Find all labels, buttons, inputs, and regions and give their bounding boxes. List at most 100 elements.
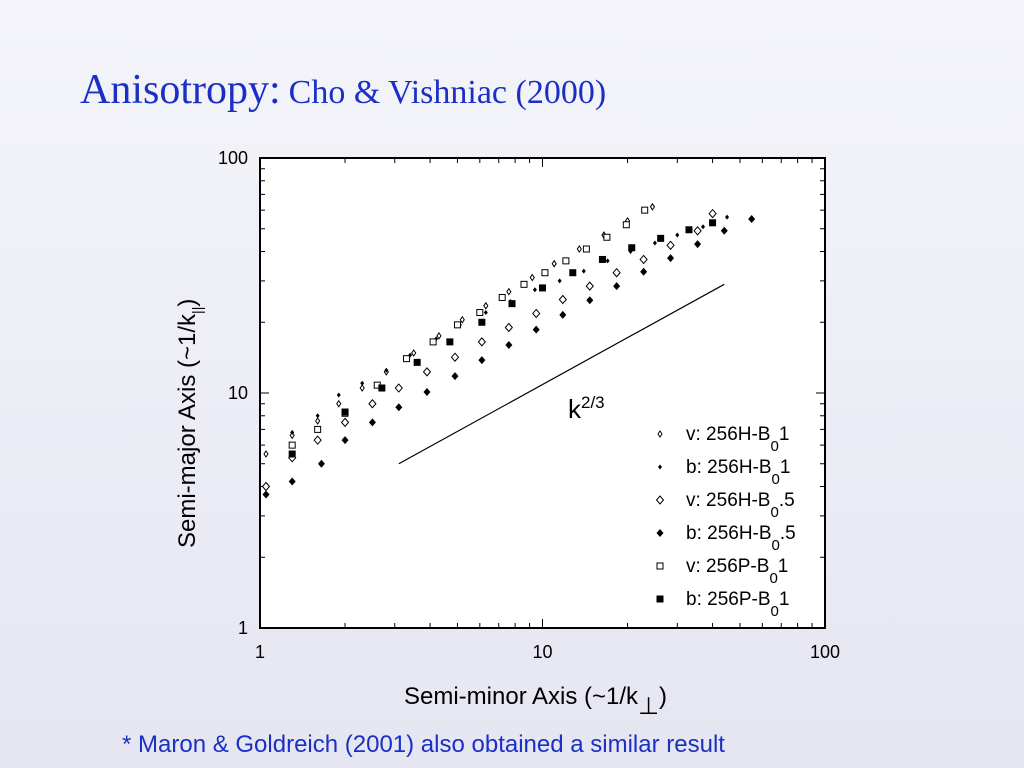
data-point bbox=[725, 214, 730, 220]
y-axis-label-text: Semi-major Axis (~1/k bbox=[174, 313, 201, 548]
legend-label-text: v: 256H-B bbox=[686, 424, 770, 445]
data-point bbox=[359, 384, 365, 392]
x-axis-label: Semi-minor Axis (~1/k⊥) bbox=[404, 683, 667, 720]
data-point bbox=[581, 268, 586, 274]
data-point bbox=[476, 309, 484, 317]
data-point bbox=[652, 240, 657, 246]
data-point bbox=[413, 358, 421, 366]
data-point bbox=[289, 431, 295, 440]
legend-label-text: b: 256H-B bbox=[686, 457, 772, 478]
data-point bbox=[541, 269, 549, 277]
axis-ticks bbox=[259, 158, 825, 629]
data-point bbox=[613, 282, 621, 291]
data-point bbox=[569, 269, 577, 277]
data-point bbox=[341, 408, 349, 416]
data-point bbox=[598, 255, 606, 263]
legend-label: b: 256H-B0.5 bbox=[686, 523, 796, 554]
data-point bbox=[505, 341, 513, 350]
legend-marker bbox=[656, 529, 664, 537]
data-point bbox=[314, 425, 322, 433]
reference-label: k2/3 bbox=[568, 393, 605, 424]
footnote: * Maron & Goldreich (2001) also obtained… bbox=[122, 731, 725, 758]
data-point bbox=[341, 436, 349, 445]
data-point bbox=[709, 219, 717, 227]
data-point bbox=[641, 206, 649, 214]
legend-item: v: 256H-B0.5 bbox=[655, 490, 795, 521]
legend-marker bbox=[657, 430, 663, 438]
plot-area bbox=[259, 157, 826, 629]
title-sub: Cho & Vishniac (2000) bbox=[288, 74, 607, 111]
data-point bbox=[411, 349, 417, 357]
data-point bbox=[288, 450, 296, 458]
legend-marker bbox=[656, 595, 664, 603]
legend-label-text: v: 256P-B bbox=[686, 556, 769, 577]
legend-label-suffix: 1 bbox=[780, 457, 791, 478]
x-axis-label-text: Semi-minor Axis (~1/k bbox=[404, 683, 639, 710]
x-tick-label: 1 bbox=[255, 642, 265, 662]
data-point bbox=[450, 352, 460, 362]
data-point bbox=[640, 267, 648, 276]
data-point bbox=[622, 221, 630, 229]
data-point bbox=[317, 459, 325, 468]
data-point bbox=[532, 325, 540, 334]
data-point bbox=[478, 356, 486, 365]
series-5 bbox=[288, 219, 717, 458]
data-point bbox=[701, 224, 706, 230]
data-point bbox=[453, 321, 461, 329]
data-point bbox=[368, 418, 376, 427]
data-point bbox=[315, 417, 321, 425]
data-point bbox=[605, 258, 610, 264]
data-point bbox=[532, 308, 541, 319]
legend-label-suffix: .5 bbox=[780, 523, 796, 544]
legend-item: b: 256H-B0.5 bbox=[656, 523, 796, 554]
data-point bbox=[446, 338, 454, 346]
data-point bbox=[288, 477, 296, 486]
data-point bbox=[529, 273, 535, 282]
legend-item: v: 256H-B01 bbox=[657, 424, 789, 455]
data-point bbox=[675, 232, 680, 238]
data-point bbox=[506, 287, 512, 296]
data-point bbox=[582, 245, 590, 253]
y-axis-label: Semi-major Axis (~1/k||) bbox=[174, 299, 205, 548]
data-point bbox=[557, 278, 562, 284]
data-point bbox=[477, 337, 487, 347]
legend-marker bbox=[655, 495, 665, 505]
legend-label-sub: 0 bbox=[770, 504, 778, 521]
legend-label-sub: 0 bbox=[770, 438, 778, 455]
data-point bbox=[657, 234, 665, 242]
data-points bbox=[261, 202, 756, 499]
legend-label-sub: 0 bbox=[772, 471, 780, 488]
legend-label: v: 256P-B01 bbox=[686, 556, 788, 587]
data-point bbox=[504, 322, 513, 333]
data-point bbox=[288, 441, 296, 449]
data-point bbox=[603, 233, 611, 241]
x-axis-label-sub: ⊥ bbox=[638, 693, 659, 720]
legend-label-sub: 0 bbox=[771, 603, 779, 620]
legend-label-suffix: 1 bbox=[779, 424, 790, 445]
data-point bbox=[368, 398, 377, 409]
data-point bbox=[483, 301, 489, 310]
legend-label: v: 256H-B01 bbox=[686, 424, 789, 455]
legend-item: b: 256P-B01 bbox=[656, 589, 790, 620]
legend-item: b: 256H-B01 bbox=[658, 457, 790, 488]
legend-item: v: 256P-B01 bbox=[656, 556, 788, 587]
data-point bbox=[666, 240, 675, 251]
legend-label-sub: 0 bbox=[769, 570, 777, 587]
data-point bbox=[478, 318, 486, 326]
data-point bbox=[649, 202, 656, 211]
data-point bbox=[315, 413, 320, 419]
data-point bbox=[532, 287, 537, 293]
data-point bbox=[693, 226, 702, 236]
data-point bbox=[459, 315, 465, 324]
legend-marker bbox=[658, 464, 662, 470]
data-point bbox=[451, 372, 459, 381]
legend-label: b: 256H-B01 bbox=[686, 457, 790, 488]
data-point bbox=[483, 310, 488, 316]
title-main: Anisotropy: bbox=[80, 67, 281, 113]
legend-label-suffix: 1 bbox=[779, 589, 790, 610]
data-point bbox=[694, 240, 702, 249]
data-point bbox=[378, 384, 386, 392]
data-point bbox=[639, 254, 648, 265]
